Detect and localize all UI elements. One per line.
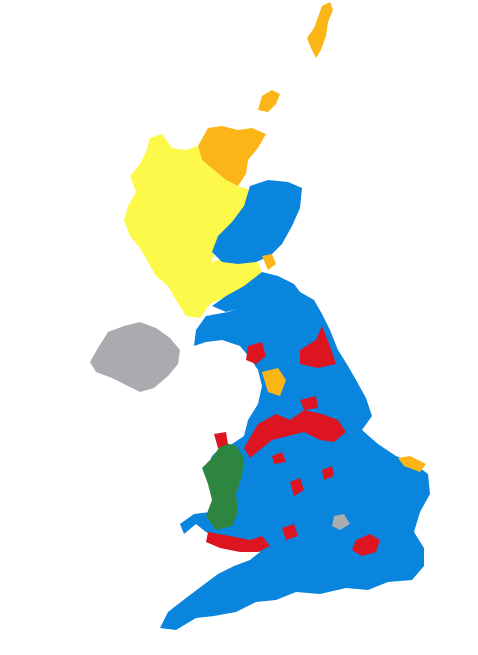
region-minor-orange-east	[398, 456, 426, 472]
region-south-wales	[206, 532, 270, 552]
region-wales-west	[202, 442, 244, 530]
region-south-wales-city	[282, 524, 298, 540]
region-minor-gray	[332, 514, 350, 530]
region-scottish-borders	[212, 272, 300, 312]
region-minor-orange-scotland	[262, 254, 276, 270]
region-north-england-urban	[214, 326, 346, 496]
region-minor-orange-north	[262, 368, 286, 396]
region-highlands-north	[198, 126, 266, 186]
region-london	[352, 534, 380, 556]
region-north-east-scotland	[212, 180, 302, 264]
region-northern-ireland	[90, 322, 180, 392]
region-northern-isles	[258, 2, 333, 112]
region-england	[160, 290, 430, 630]
